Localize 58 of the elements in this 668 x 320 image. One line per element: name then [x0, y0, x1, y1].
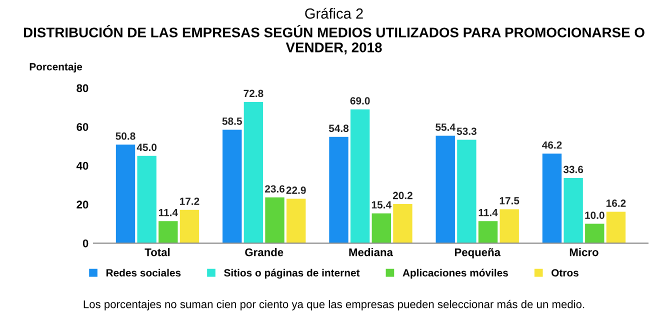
bar	[436, 136, 455, 244]
bar	[393, 204, 412, 244]
data-label: 11.4	[158, 208, 178, 216]
data-label: 22.9	[286, 186, 306, 194]
data-label: 10.0	[585, 212, 604, 219]
bar	[244, 102, 264, 244]
bar	[137, 156, 156, 244]
data-label: 17.2	[180, 198, 200, 205]
legend-label: Aplicaciones móviles	[402, 268, 508, 279]
legend-label: Otros	[552, 269, 578, 277]
data-label: 72.8	[244, 90, 264, 98]
data-label: 17.5	[500, 197, 520, 204]
bar	[457, 140, 476, 244]
x-tick-label: Mediana	[349, 248, 394, 256]
bar	[542, 154, 562, 244]
y-tick-label: 20	[76, 200, 88, 209]
data-label: 23.6	[265, 185, 285, 193]
bar	[329, 136, 348, 244]
data-label: 16.2	[606, 200, 626, 207]
bar	[286, 198, 306, 244]
data-label: 55.4	[436, 124, 456, 131]
x-tick-label: Pequeña	[454, 248, 501, 258]
text: Los porcentajes no suman cien por ciento ya que las empresas pueden seleccionar más de un medio.	[84, 300, 584, 310]
y-axis-title: Porcentaje	[30, 62, 82, 72]
bar	[265, 197, 284, 244]
y-tick-label: 60	[76, 123, 88, 131]
bar	[585, 224, 604, 244]
chart-subtitle: DISTRIBUCIÓN DE LAS EMPRESAS SEGÚN MEDIOS UTILIZADOS PARA PROMOCIONARSE O VENDER, 2018	[24, 24, 644, 54]
y-tick-label: 80	[76, 84, 88, 92]
data-label: 69.0	[350, 97, 370, 105]
data-label: 20.2	[392, 192, 412, 200]
data-label: 11.4	[478, 208, 498, 216]
data-label: 46.2	[542, 141, 562, 149]
data-label: 15.4	[372, 201, 392, 208]
bar	[222, 130, 242, 244]
y-tick-label: 0	[82, 239, 88, 248]
x-tick-label: Grande	[245, 248, 284, 256]
data-label: 50.8	[116, 132, 136, 140]
data-label: 53.3	[456, 128, 476, 135]
bar	[158, 221, 178, 244]
data-label: 58.5	[222, 117, 242, 125]
y-tick-label: 40	[76, 162, 88, 170]
legend-label: Redes sociales	[106, 268, 181, 277]
legend-label: Sitios o páginas de internet	[224, 268, 360, 279]
bar	[116, 144, 136, 244]
data-label: 33.6	[563, 166, 584, 174]
bar	[180, 210, 200, 244]
bar	[500, 209, 519, 244]
bar	[564, 178, 583, 244]
data-label: 54.8	[328, 124, 349, 132]
bar	[372, 213, 391, 244]
bar	[350, 109, 370, 244]
data-label: 45.0	[136, 144, 157, 152]
chart-title: Gráfica 2	[305, 8, 363, 19]
bar	[606, 212, 626, 244]
bar	[478, 221, 498, 244]
x-tick-label: Micro	[570, 248, 598, 256]
x-tick-label: Total	[144, 248, 170, 256]
